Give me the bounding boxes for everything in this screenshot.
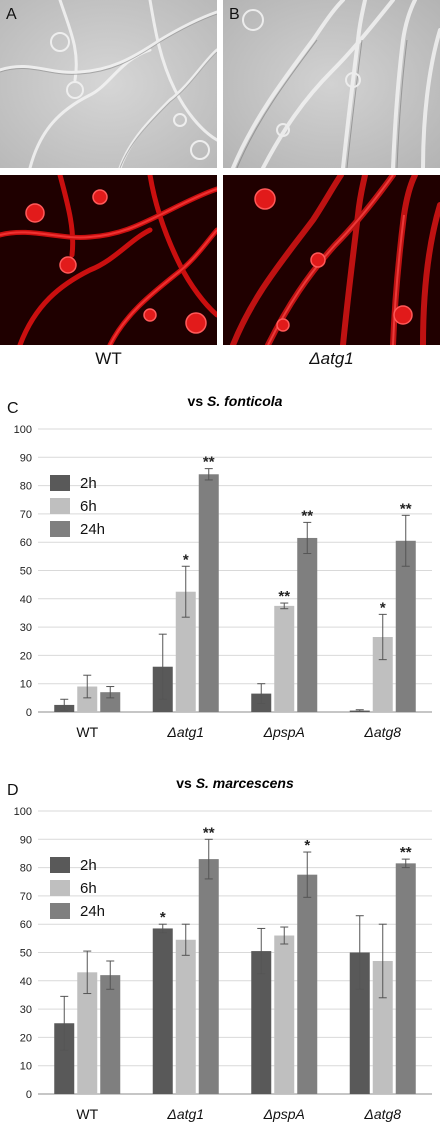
legend-swatch-6h xyxy=(50,880,70,896)
panel-b-brightfield-image xyxy=(223,0,440,168)
significance-marker: ** xyxy=(301,507,313,524)
legend-swatch-6h xyxy=(50,498,70,514)
bar-24h-3 xyxy=(395,540,416,712)
chart-title-species: S. fonticola xyxy=(207,393,283,409)
legend-label-24h: 24h xyxy=(80,903,105,920)
legend-swatch-2h xyxy=(50,857,70,873)
bar-24h-2 xyxy=(297,537,318,712)
bar-6h-1 xyxy=(175,591,196,712)
chart-panel-label: D xyxy=(7,782,19,799)
y-tick-label: 30 xyxy=(20,1004,32,1016)
x-category-label: WT xyxy=(76,724,98,740)
x-category-label: ΔpspA xyxy=(263,724,305,740)
chart-title-prefix: vs xyxy=(188,393,207,409)
y-tick-label: 100 xyxy=(14,424,32,436)
panel-a-label: A xyxy=(6,6,17,23)
chart-panel-label: C xyxy=(7,400,19,417)
bar-24h-1 xyxy=(198,474,219,712)
caption-wt: WT xyxy=(95,349,122,368)
legend-swatch-24h xyxy=(50,521,70,537)
y-tick-label: 90 xyxy=(20,452,32,464)
y-tick-label: 20 xyxy=(20,650,32,662)
bar-2h-1 xyxy=(152,928,173,1094)
y-tick-label: 50 xyxy=(20,948,32,960)
y-tick-label: 80 xyxy=(20,481,32,493)
y-tick-label: 10 xyxy=(20,679,32,691)
y-tick-label: 10 xyxy=(20,1061,32,1073)
bar-6h-1 xyxy=(175,939,196,1094)
y-tick-label: 60 xyxy=(20,537,32,549)
y-tick-label: 0 xyxy=(26,1089,32,1101)
bar-24h-0 xyxy=(100,692,121,712)
significance-marker: * xyxy=(183,551,189,568)
panel-a-brightfield-image xyxy=(0,0,217,168)
bar-2h-3 xyxy=(349,952,370,1094)
panel-b-fluorescence-image xyxy=(223,175,440,345)
x-category-label: Δatg8 xyxy=(363,1106,401,1122)
bar-24h-3 xyxy=(395,863,416,1094)
y-tick-label: 80 xyxy=(20,863,32,875)
panel-a-fluorescence-image xyxy=(0,175,217,345)
chart-title: vs S. fonticola xyxy=(188,393,283,409)
legend-label-6h: 6h xyxy=(80,498,97,515)
chart-title-species: S. marcescens xyxy=(196,775,294,791)
chart-title-prefix: vs xyxy=(176,775,195,791)
significance-marker: ** xyxy=(400,844,412,861)
legend-label-6h: 6h xyxy=(80,880,97,897)
x-category-label: Δatg1 xyxy=(166,724,204,740)
y-tick-label: 70 xyxy=(20,891,32,903)
significance-marker: * xyxy=(304,837,310,854)
y-tick-label: 30 xyxy=(20,622,32,634)
y-tick-label: 90 xyxy=(20,834,32,846)
significance-marker: * xyxy=(160,909,166,926)
panel-b-label: B xyxy=(229,6,240,23)
bar-6h-0 xyxy=(77,686,98,712)
bar-6h-3 xyxy=(372,960,393,1094)
x-category-label: Δatg8 xyxy=(363,724,401,740)
x-category-label: Δatg1 xyxy=(166,1106,204,1122)
legend-label-24h: 24h xyxy=(80,521,105,538)
x-category-label: WT xyxy=(76,1106,98,1122)
significance-marker: ** xyxy=(278,588,290,605)
y-tick-label: 50 xyxy=(20,566,32,578)
y-tick-label: 100 xyxy=(14,806,32,818)
y-tick-label: 60 xyxy=(20,919,32,931)
x-category-label: ΔpspA xyxy=(263,1106,305,1122)
bar-2h-2 xyxy=(251,951,272,1094)
bar-6h-3 xyxy=(372,637,393,712)
significance-marker: ** xyxy=(203,824,215,841)
y-tick-label: 20 xyxy=(20,1032,32,1044)
significance-marker: ** xyxy=(203,454,215,471)
caption-atg1: Δatg1 xyxy=(309,349,354,368)
y-tick-label: 70 xyxy=(20,509,32,521)
significance-marker: * xyxy=(380,599,386,616)
legend-label-2h: 2h xyxy=(80,857,97,874)
bar-6h-0 xyxy=(77,972,98,1094)
bar-6h-2 xyxy=(274,605,295,712)
significance-marker: ** xyxy=(400,500,412,517)
legend-swatch-2h xyxy=(50,475,70,491)
y-tick-label: 0 xyxy=(26,707,32,719)
legend-swatch-24h xyxy=(50,903,70,919)
y-tick-label: 40 xyxy=(20,976,32,988)
bar-6h-2 xyxy=(274,935,295,1094)
chart-title: vs S. marcescens xyxy=(176,775,294,791)
bar-24h-2 xyxy=(297,874,318,1094)
bar-24h-0 xyxy=(100,975,121,1094)
bar-24h-1 xyxy=(198,859,219,1094)
y-tick-label: 40 xyxy=(20,594,32,606)
legend-label-2h: 2h xyxy=(80,475,97,492)
bar-2h-0 xyxy=(54,1023,75,1094)
